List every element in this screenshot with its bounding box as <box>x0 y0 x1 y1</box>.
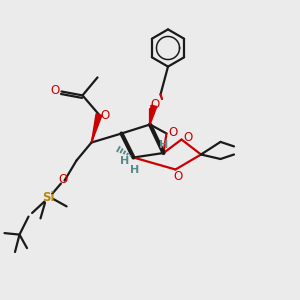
Text: Si: Si <box>42 191 55 204</box>
Text: H: H <box>120 156 129 166</box>
Polygon shape <box>150 105 157 124</box>
Text: O: O <box>100 109 109 122</box>
Text: O: O <box>50 84 59 98</box>
Text: O: O <box>58 172 68 186</box>
Text: O: O <box>173 169 182 183</box>
Polygon shape <box>92 114 102 142</box>
Text: O: O <box>184 130 193 144</box>
Text: O: O <box>169 125 178 139</box>
Text: H: H <box>130 165 140 175</box>
Text: O: O <box>151 98 160 111</box>
Text: H: H <box>160 140 169 150</box>
